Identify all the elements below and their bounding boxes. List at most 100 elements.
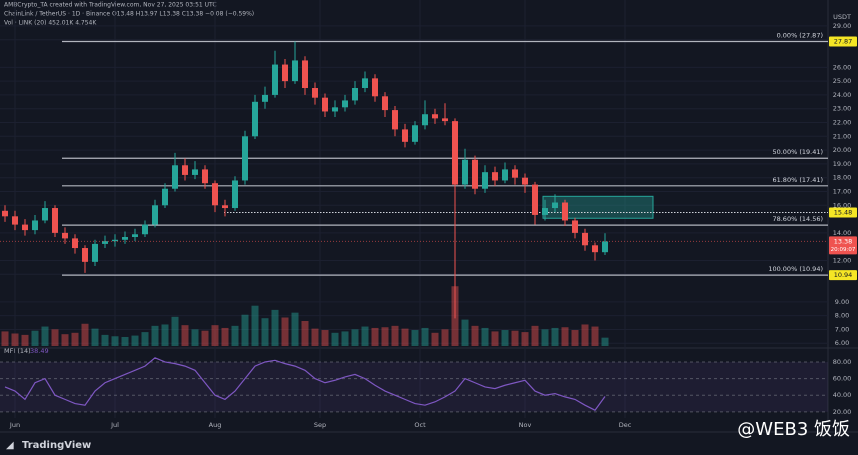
- fib-label: 78.60% (14.56): [772, 215, 823, 223]
- candle-body: [342, 100, 348, 108]
- y-tick-label: 23.00: [833, 105, 852, 113]
- candle-body: [162, 188, 168, 206]
- volume-bar: [391, 325, 399, 346]
- price-badge: [829, 207, 857, 218]
- currency: USDT: [833, 13, 851, 21]
- logo-icon: ◢: [6, 440, 14, 451]
- candle-body: [422, 114, 428, 126]
- credit: AMBCrypto_TA created with TradingView.co…: [4, 2, 217, 9]
- volume-bar: [321, 330, 329, 346]
- candle-body: [212, 183, 218, 206]
- candle-body: [332, 107, 338, 112]
- y-tick-label: 24.00: [833, 91, 852, 99]
- candle-body: [122, 237, 128, 240]
- volume-bar: [361, 326, 369, 346]
- candle-body: [292, 60, 298, 82]
- candle-body: [522, 177, 528, 185]
- y-tick-label: 20.00: [833, 146, 852, 154]
- volume-bar: [231, 325, 239, 346]
- mfi-label: MFI (14): [4, 347, 31, 355]
- y-tick-label: 21.00: [833, 132, 852, 140]
- candle-body: [32, 220, 38, 231]
- volume-bar: [261, 318, 269, 346]
- candle-body: [362, 78, 368, 89]
- countdown: 20:09:07: [831, 247, 856, 253]
- candle-body: [312, 88, 318, 98]
- volume-bar: [71, 332, 79, 346]
- volume-bar: [591, 326, 599, 346]
- candle-body: [302, 60, 308, 89]
- candle-body: [252, 101, 258, 137]
- y-tick-label: 6.00: [835, 339, 849, 347]
- candle-body: [322, 97, 328, 112]
- candle-body: [132, 234, 138, 238]
- candle-body: [12, 216, 18, 225]
- volume-bar: [211, 325, 219, 346]
- volume-bar: [51, 329, 59, 346]
- x-tick-label: Jun: [9, 421, 20, 429]
- watermark: @WEB3 饭饭: [737, 419, 850, 440]
- volume-info: Vol · LINK (20) 452.01K 4.754K: [4, 20, 97, 27]
- candle-body: [282, 64, 288, 82]
- volume-bar: [251, 305, 259, 346]
- mfi-tick-label: 80.00: [833, 358, 852, 366]
- volume-bar: [241, 314, 249, 346]
- volume-bar: [161, 324, 169, 346]
- volume-bar: [511, 330, 519, 346]
- volume-bar: [271, 309, 279, 346]
- candle-body: [182, 165, 188, 175]
- candle-body: [262, 94, 268, 102]
- volume-bar: [601, 337, 609, 346]
- volume-bar: [311, 328, 319, 346]
- volume-bar: [441, 329, 449, 346]
- candle-body: [532, 184, 538, 215]
- y-tick-label: 22.00: [833, 119, 852, 127]
- volume-bar: [191, 329, 199, 346]
- fib-label: 61.80% (17.41): [772, 176, 823, 184]
- candle-body: [492, 172, 498, 181]
- y-tick-label: 14.00: [833, 229, 852, 237]
- x-tick-label: Nov: [519, 421, 532, 429]
- mfi-tick-label: 20.00: [833, 408, 852, 416]
- candle-body: [592, 245, 598, 253]
- volume-bar: [221, 327, 229, 346]
- volume-bar: [121, 336, 129, 346]
- volume-bar: [421, 327, 429, 346]
- y-tick-label: 17.00: [833, 187, 852, 195]
- logo: TradingView: [22, 440, 91, 451]
- x-tick-label: Dec: [619, 421, 632, 429]
- y-tick-label: 18.00: [833, 174, 852, 182]
- candle-body: [42, 208, 48, 221]
- price-badge-label: 10.94: [834, 271, 853, 279]
- volume-bar: [281, 317, 289, 346]
- volume-bar: [151, 325, 159, 346]
- y-tick-label: 29.00: [833, 22, 852, 30]
- mfi-band: [0, 361, 828, 412]
- y-tick-label: 7.00: [835, 325, 849, 333]
- candle-body: [112, 239, 118, 242]
- candle-body: [102, 241, 108, 244]
- fib-label: 100.00% (10.94): [768, 265, 823, 273]
- volume-bar: [541, 329, 549, 346]
- candle-body: [72, 238, 78, 249]
- candle-body: [92, 243, 98, 262]
- candle-body: [602, 241, 608, 253]
- price-badge: [829, 36, 857, 47]
- candle-body: [202, 169, 208, 184]
- candle-body: [22, 224, 28, 231]
- candle-body: [152, 205, 158, 225]
- x-tick-label: Sep: [314, 421, 326, 429]
- volume-bar: [401, 328, 409, 346]
- candle-body: [52, 208, 58, 233]
- volume-bar: [351, 329, 359, 346]
- y-tick-label: 12.00: [833, 256, 852, 264]
- volume-bar: [101, 334, 109, 346]
- mfi-last: 38.49: [30, 347, 49, 355]
- y-tick-label: 26.00: [833, 63, 852, 71]
- fib-label: 0.00% (27.87): [777, 32, 823, 40]
- price-badge: [829, 270, 857, 281]
- x-tick-label: Jul: [110, 421, 119, 429]
- candle-body: [272, 64, 278, 95]
- volume-bar: [521, 332, 529, 346]
- candle-body: [62, 232, 68, 239]
